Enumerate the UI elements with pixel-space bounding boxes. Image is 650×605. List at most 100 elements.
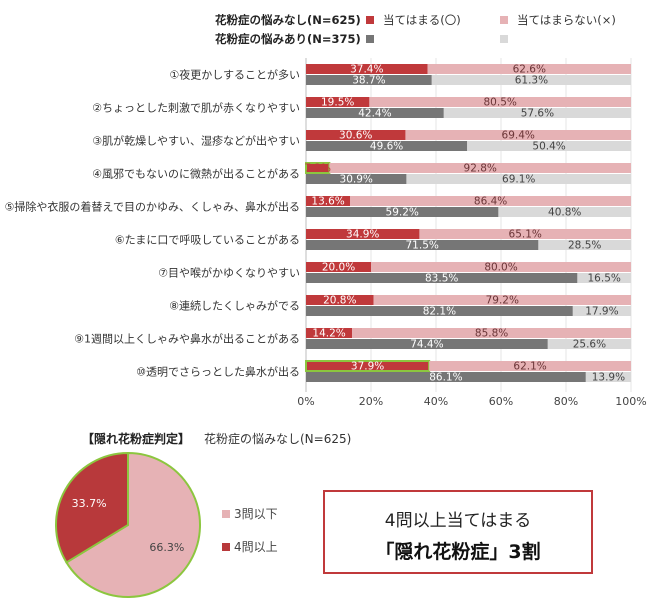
category-label: ④風邪でもないのに微熱が出ることがある: [92, 167, 300, 181]
bar-no-hayfever-not-applies: [373, 295, 631, 305]
data-label: 7.2%: [304, 163, 331, 175]
bar-hayfever-applies: [306, 372, 586, 382]
bar-no-hayfever-not-applies: [427, 64, 631, 74]
x-tick-label: 60%: [489, 395, 513, 408]
pie-legend-swatch: [222, 543, 230, 551]
bar-no-hayfever-applies: [306, 262, 371, 272]
data-label: 62.1%: [513, 361, 546, 373]
bar-no-hayfever-not-applies: [419, 229, 631, 239]
pie-chart: 66.3% 33.7% 3問以下 4問以上: [55, 451, 278, 598]
data-label: 42.4%: [358, 108, 391, 120]
legend-group-hayfever: 花粉症の悩みあり(N=375): [215, 32, 361, 46]
bar-hayfever-applies: [306, 207, 499, 217]
data-label: 57.6%: [521, 108, 554, 120]
bar-hayfever-not-applies: [577, 273, 631, 283]
pie-slice: [55, 451, 129, 564]
bar-hayfever-applies: [306, 141, 468, 151]
legend-swatch-notapplies-no: [500, 16, 508, 24]
bar-no-hayfever-not-applies: [352, 328, 631, 338]
x-tick-label: 40%: [424, 395, 448, 408]
bar-hayfever-not-applies: [538, 240, 631, 250]
bar-no-hayfever-not-applies: [369, 97, 631, 107]
data-label: 69.4%: [502, 130, 535, 142]
data-label: 40.8%: [548, 207, 581, 219]
pie-legend-label: 3問以下: [234, 507, 278, 521]
x-tick-label: 0%: [297, 395, 314, 408]
legend-swatch-notapplies-yes: [500, 35, 508, 43]
data-label: 86.4%: [474, 196, 507, 208]
data-label: 19.5%: [321, 97, 354, 109]
bar-no-hayfever-applies: [306, 328, 353, 338]
bar-no-hayfever-not-applies: [405, 130, 631, 140]
data-label: 79.2%: [486, 295, 519, 307]
pie-subtitle: 花粉症の悩みなし(N=625): [204, 432, 352, 446]
data-label: 38.7%: [352, 75, 385, 87]
data-label: 69.1%: [502, 174, 535, 186]
pie-legend-label: 4問以上: [234, 540, 278, 554]
bar-hayfever-not-applies: [443, 108, 631, 118]
data-label: 82.1%: [423, 306, 456, 318]
bar-hayfever-applies: [306, 306, 573, 316]
data-label: 80.5%: [484, 97, 517, 109]
data-label: 17.9%: [585, 306, 618, 318]
bar-hayfever-applies: [306, 339, 548, 349]
bar-hayfever-applies: [306, 108, 444, 118]
bar-hayfever-applies: [306, 174, 407, 184]
data-label: 49.6%: [370, 141, 403, 153]
bar-no-hayfever-applies: [306, 97, 370, 107]
category-label: ①夜更かしすることが多い: [169, 68, 300, 82]
bar-hayfever-not-applies: [406, 174, 631, 184]
data-label: 50.4%: [532, 141, 565, 153]
bar-hayfever-not-applies: [498, 207, 631, 217]
data-label: 62.6%: [513, 64, 546, 76]
category-label: ③肌が乾燥しやすい、湿疹などが出やすい: [92, 134, 300, 148]
data-label: 61.3%: [515, 75, 548, 87]
category-label: ⑥たまに口で呼吸していることがある: [115, 233, 300, 247]
data-label: 85.8%: [475, 328, 508, 340]
bar-hayfever-not-applies: [572, 306, 631, 316]
legend-swatch-applies-no: [366, 16, 374, 24]
data-label: 65.1%: [509, 229, 542, 241]
data-label: 80.0%: [484, 262, 517, 274]
bar-hayfever-applies: [306, 273, 578, 283]
pie-value-label: 66.3%: [149, 541, 184, 554]
pie-slice: [65, 451, 201, 598]
bar-no-hayfever-applies: [306, 295, 374, 305]
callout-line-1: 4問以上当てはまる: [384, 511, 532, 531]
legend-group-no-hayfever: 花粉症の悩みなし(N=625): [215, 13, 361, 27]
pie-legend-swatch: [222, 510, 230, 518]
category-label: ⑩透明でさらっとした鼻水が出る: [136, 365, 300, 379]
category-label: ⑤掃除や衣服の着替えで目のかゆみ、くしゃみ、鼻水が出る: [4, 200, 300, 214]
bar-no-hayfever-applies: [306, 229, 420, 239]
bar-hayfever-applies: [306, 240, 539, 250]
bar-no-hayfever-not-applies: [371, 262, 631, 272]
data-label: 20.8%: [323, 295, 356, 307]
category-label: ⑧連続したくしゃみがでる: [169, 299, 300, 313]
bar-hayfever-not-applies: [585, 372, 631, 382]
data-label: 30.9%: [340, 174, 373, 186]
bar-no-hayfever-not-applies: [329, 163, 631, 173]
legend-swatch-applies-yes: [366, 35, 374, 43]
data-label: 13.9%: [592, 372, 625, 384]
data-label: 86.1%: [429, 372, 462, 384]
bar-no-hayfever-applies: [306, 64, 428, 74]
x-tick-label: 100%: [615, 395, 646, 408]
bar-hayfever-not-applies: [547, 339, 631, 349]
pie-title: 【隠れ花粉症判定】: [82, 432, 191, 446]
bar-hayfever-not-applies: [467, 141, 631, 151]
data-label: 59.2%: [386, 207, 419, 219]
legend-label-not-applies: 当てはまらない(×): [517, 13, 616, 27]
data-label: 34.9%: [346, 229, 379, 241]
data-label: 83.5%: [425, 273, 458, 285]
category-label: ⑨1週間以上くしゃみや鼻水が出ることがある: [74, 332, 300, 346]
category-label: ⑦目や喉がかゆくなりやすい: [158, 266, 300, 280]
x-tick-label: 20%: [359, 395, 383, 408]
x-tick-label: 80%: [554, 395, 578, 408]
data-label: 14.2%: [312, 328, 345, 340]
bar-no-hayfever-applies: [306, 196, 351, 206]
data-label: 16.5%: [588, 273, 621, 285]
pie-value-label: 33.7%: [72, 497, 107, 510]
bar-hayfever-applies: [306, 75, 432, 85]
bar-chart: ①夜更かしすることが多い 37.4% 62.6% 38.7% 61.3% ②ちょっとした刺…: [4, 58, 647, 408]
